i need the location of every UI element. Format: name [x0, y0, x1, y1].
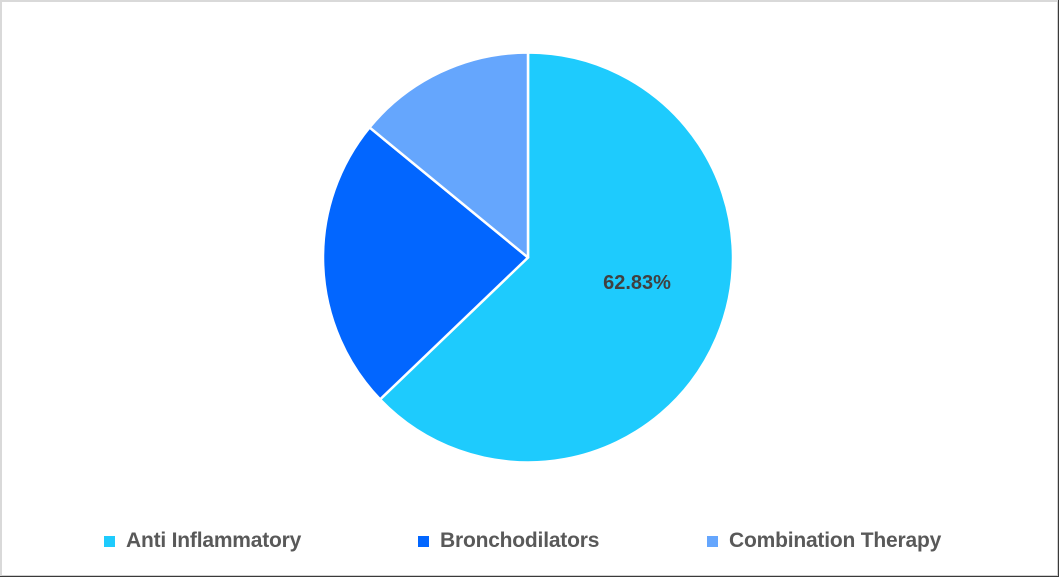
pie-slice-combination-therapy[interactable]: [368, 51, 530, 259]
legend-item-bronchodilators[interactable]: Bronchodilators: [418, 525, 599, 557]
legend-label: Bronchodilators: [440, 529, 600, 552]
legend-label: Anti Inflammatory: [126, 529, 302, 552]
legend-item-anti-inflammatory[interactable]: Anti Inflammatory: [104, 525, 301, 557]
pie-slice-bronchodilators[interactable]: [321, 126, 530, 401]
legend-swatch-anti-inflammatory: [104, 535, 115, 547]
pie-slice-anti-inflammatory[interactable]: [378, 51, 735, 464]
legend-swatch-combination-therapy: [707, 535, 718, 547]
data-label-anti-inflammatory: 62.83%: [603, 272, 671, 294]
legend: Anti Inflammatory Bronchodilators Combin…: [0, 525, 1059, 557]
legend-swatch-bronchodilators: [418, 535, 429, 547]
legend-label: Combination Therapy: [729, 529, 942, 552]
pie-slices: [321, 51, 735, 464]
legend-item-combination-therapy[interactable]: Combination Therapy: [707, 525, 941, 557]
